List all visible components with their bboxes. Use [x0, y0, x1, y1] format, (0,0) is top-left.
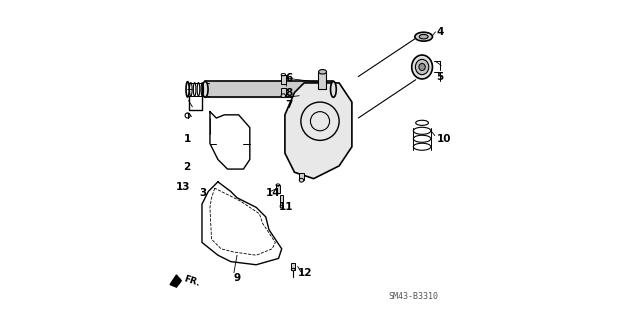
Ellipse shape: [415, 32, 433, 41]
Polygon shape: [170, 275, 181, 287]
Text: 14: 14: [266, 188, 280, 198]
Bar: [300, 173, 304, 180]
Text: 6: 6: [285, 73, 292, 83]
Text: 5: 5: [436, 71, 444, 82]
Text: 7: 7: [285, 100, 292, 110]
Text: 11: 11: [278, 202, 293, 212]
Ellipse shape: [300, 178, 304, 182]
Text: 1: 1: [184, 134, 191, 144]
Bar: [281, 75, 285, 84]
Bar: [291, 263, 295, 270]
Ellipse shape: [419, 63, 425, 70]
Text: SM43-B3310: SM43-B3310: [388, 293, 438, 301]
Ellipse shape: [330, 81, 336, 97]
Polygon shape: [285, 83, 352, 179]
Ellipse shape: [202, 81, 208, 97]
Bar: [281, 88, 285, 96]
Text: 12: 12: [298, 268, 312, 278]
Text: FR.: FR.: [182, 275, 201, 288]
Text: 13: 13: [176, 182, 191, 192]
Ellipse shape: [281, 94, 285, 98]
Bar: [319, 72, 326, 89]
Ellipse shape: [415, 59, 429, 75]
Ellipse shape: [291, 268, 295, 271]
Text: 4: 4: [436, 27, 444, 37]
Text: 3: 3: [200, 188, 207, 198]
Bar: [276, 185, 280, 193]
Text: 10: 10: [436, 134, 451, 144]
Ellipse shape: [419, 34, 428, 39]
Text: 2: 2: [184, 162, 191, 173]
Text: 8: 8: [285, 87, 292, 98]
Bar: [280, 195, 284, 207]
Ellipse shape: [319, 70, 326, 74]
Ellipse shape: [412, 55, 433, 79]
Ellipse shape: [280, 205, 284, 208]
Text: 9: 9: [234, 272, 241, 283]
